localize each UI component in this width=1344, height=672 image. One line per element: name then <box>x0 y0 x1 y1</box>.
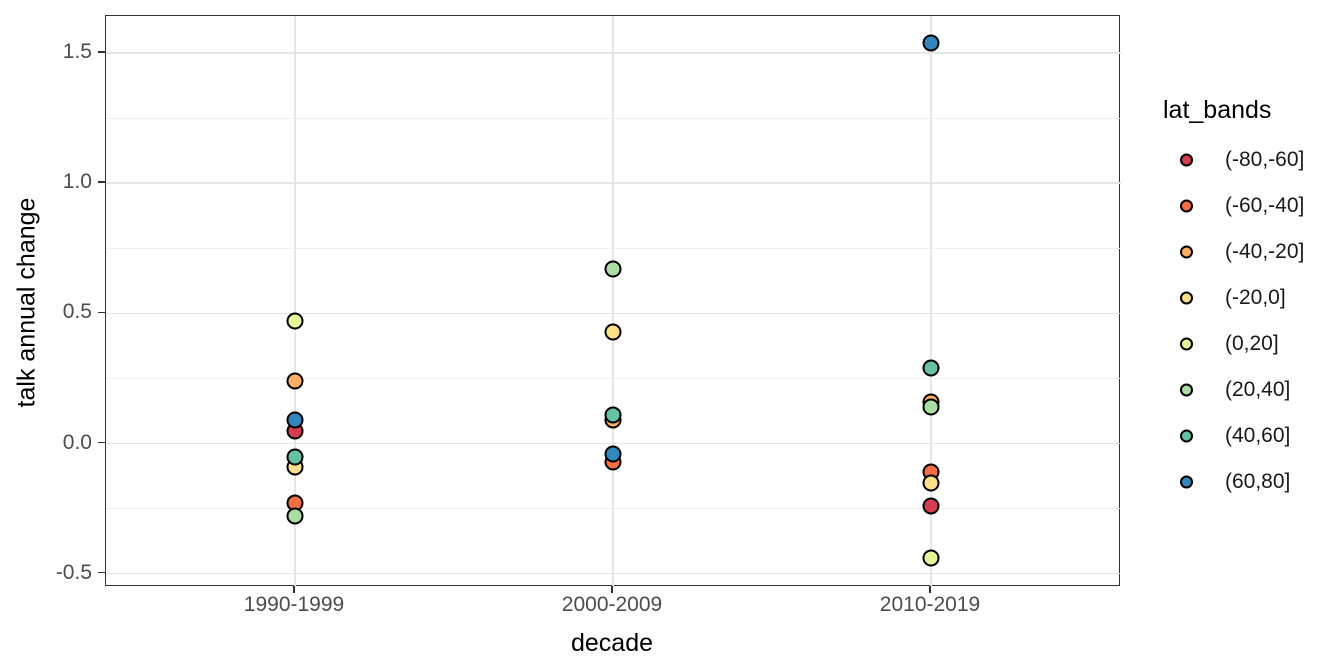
legend-item: (40,60] <box>1163 421 1344 451</box>
legend-key-dot <box>1180 199 1193 213</box>
legend-key-dot <box>1180 383 1193 397</box>
legend-key-dot <box>1180 429 1193 443</box>
y-tick-label: -0.5 <box>55 560 92 584</box>
legend-item: (-20,0] <box>1163 283 1344 313</box>
legend-item: (20,40] <box>1163 375 1344 405</box>
legend-key-dot <box>1180 153 1193 167</box>
vertical-gridline <box>930 16 932 587</box>
plot-panel <box>105 15 1121 587</box>
y-axis-title: talk annual change <box>12 197 41 408</box>
data-point <box>286 448 304 465</box>
legend-key-label: (60,80] <box>1225 470 1291 493</box>
legend-key-label: (-60,-40] <box>1225 194 1305 217</box>
x-tick-mark <box>929 586 931 593</box>
x-tick-mark <box>293 586 295 593</box>
data-point <box>604 323 622 340</box>
vertical-gridline <box>294 16 296 587</box>
x-tick-label: 1990-1999 <box>243 593 345 616</box>
data-point <box>922 359 940 377</box>
legend-key-label: (-20,0] <box>1225 286 1286 309</box>
legend-key-dot <box>1180 337 1193 351</box>
legend-key-label: (-40,-20] <box>1225 240 1305 263</box>
data-point <box>922 549 940 567</box>
legend-title: lat_bands <box>1163 96 1272 124</box>
y-tick-mark <box>98 51 105 53</box>
data-point <box>604 260 622 278</box>
legend-key-dot <box>1180 291 1193 305</box>
data-point <box>922 497 940 515</box>
legend-key-dot <box>1180 245 1193 259</box>
legend-key-label: (20,40] <box>1225 378 1291 401</box>
y-tick-label: 1.0 <box>62 170 92 194</box>
legend-key-dot <box>1180 475 1193 489</box>
y-tick-label: 0.5 <box>62 300 92 324</box>
legend-item: (0,20] <box>1163 329 1344 359</box>
data-point <box>286 411 304 429</box>
x-tick-mark <box>611 586 613 593</box>
x-axis-title: decade <box>570 629 654 657</box>
data-point <box>922 398 940 416</box>
data-point <box>286 372 304 390</box>
data-point <box>286 507 304 525</box>
data-point <box>286 312 304 330</box>
y-tick-mark <box>98 571 105 574</box>
x-tick-label: 2010-2019 <box>879 593 981 616</box>
legend-key-label: (-80,-60] <box>1225 148 1305 171</box>
y-tick-mark <box>98 311 105 314</box>
x-tick-label: 2000-2009 <box>561 593 663 616</box>
legend-key-label: (40,60] <box>1225 424 1291 447</box>
y-tick-mark <box>98 441 105 444</box>
legend-item: (-40,-20] <box>1163 237 1344 267</box>
legend-key-label: (0,20] <box>1225 332 1279 355</box>
y-tick-label: 0.0 <box>62 430 92 454</box>
data-point <box>604 406 622 424</box>
data-point <box>922 34 940 51</box>
vertical-gridline <box>612 16 614 587</box>
y-tick-mark <box>98 181 105 183</box>
legend-item: (-60,-40] <box>1163 191 1344 221</box>
data-point <box>604 445 622 463</box>
data-point <box>922 474 940 492</box>
y-tick-label: 1.5 <box>62 39 92 63</box>
legend-item: (60,80] <box>1163 467 1344 497</box>
legend-item: (-80,-60] <box>1163 145 1344 175</box>
